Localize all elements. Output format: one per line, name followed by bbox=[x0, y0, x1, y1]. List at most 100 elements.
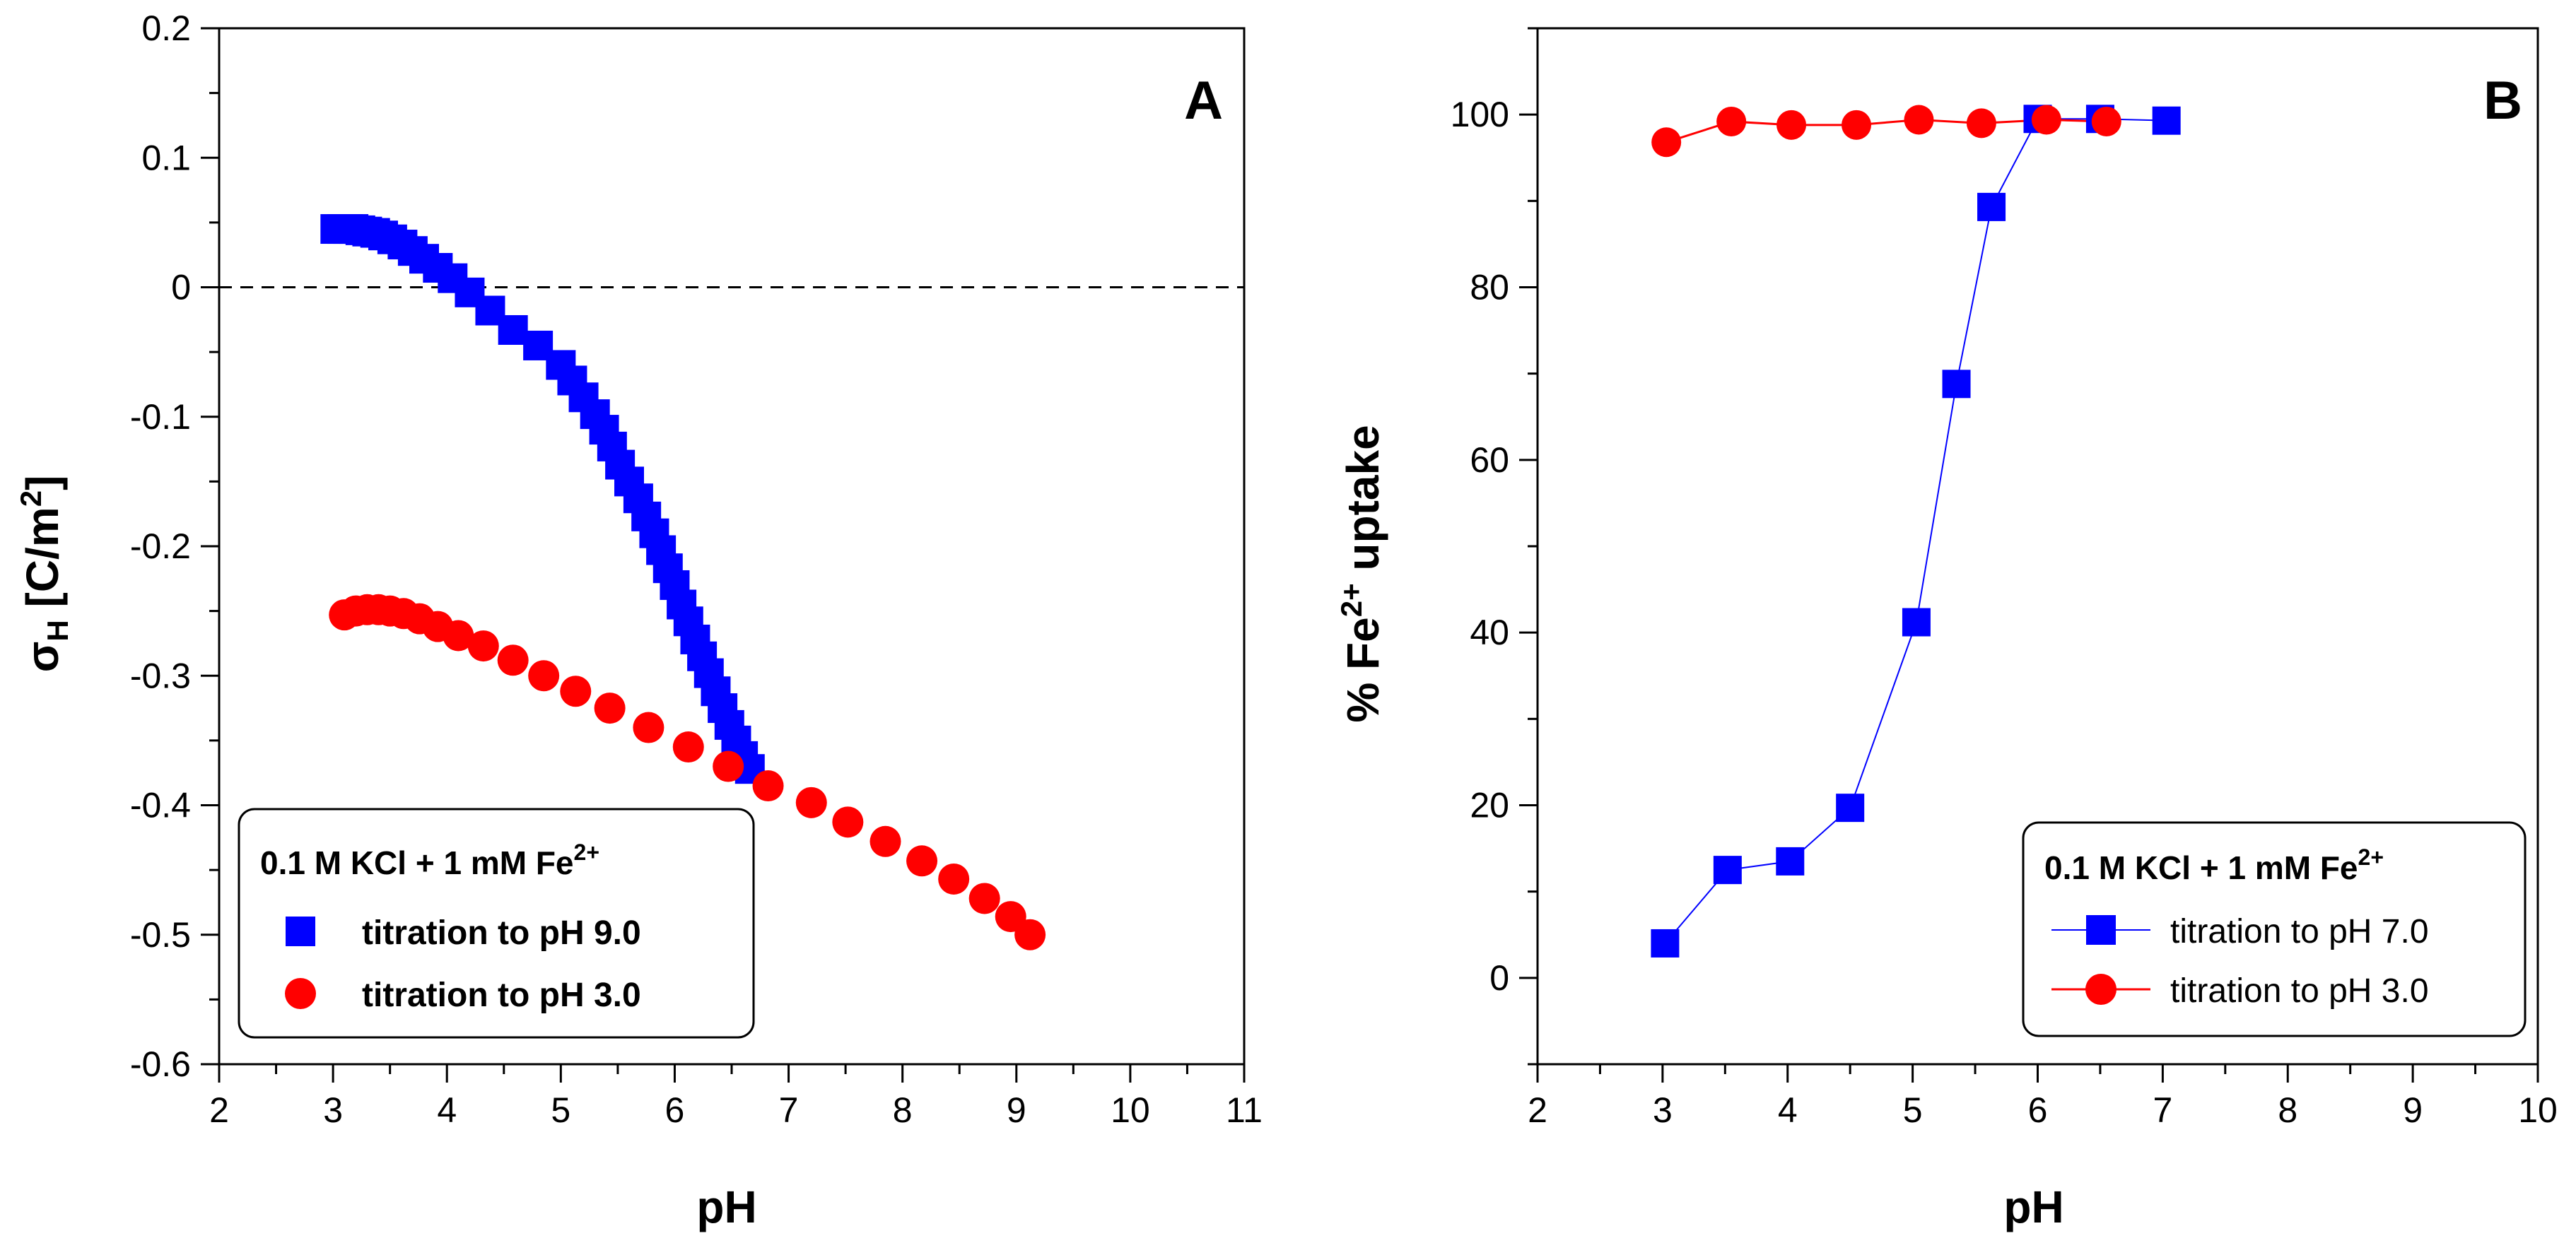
panel-a-circle-point bbox=[528, 660, 560, 692]
panel-b-x-tick-label: 8 bbox=[2278, 1090, 2297, 1130]
panel-b-y-tick-label: 80 bbox=[1470, 268, 1509, 307]
panel-a-circle-point bbox=[906, 845, 938, 877]
panel-b-x-tick-label: 3 bbox=[1653, 1090, 1673, 1130]
panel-b-plot-frame bbox=[1536, 27, 2539, 1066]
panel-a-circle-point bbox=[968, 883, 1000, 914]
panel-b-square-point bbox=[1651, 929, 1680, 958]
panel-a-x-axis-title: pH bbox=[696, 1182, 756, 1232]
panel-a-circle-point bbox=[713, 750, 744, 782]
panel-a-legend-entry-ph3: titration to pH 3.0 bbox=[362, 977, 641, 1014]
panel-b-y-axis-title: % Fe2+ uptake bbox=[1335, 425, 1388, 722]
panel-b-circle-point bbox=[1776, 110, 1807, 140]
panel-a-legend-square-marker bbox=[286, 917, 315, 946]
panel-b-y-title-main: % Fe bbox=[1337, 617, 1388, 722]
panel-a-circle-point bbox=[1014, 919, 1046, 950]
panel-b-x-tick-label: 6 bbox=[2028, 1090, 2048, 1130]
panel-a-y-tick-label: -0.1 bbox=[130, 397, 191, 437]
panel-a-circle-point bbox=[467, 630, 499, 662]
panel-a-circle-point bbox=[443, 620, 474, 652]
panel-a-legend-title-main: 0.1 M KCl + 1 mM Fe bbox=[260, 844, 574, 881]
panel-a-circle-point bbox=[560, 676, 592, 707]
panel-a-legend-title: 0.1 M KCl + 1 mM Fe2+ bbox=[260, 840, 599, 881]
panel-b-legend: 0.1 M KCl + 1 mM Fe2+ titration to pH 7.… bbox=[2022, 821, 2527, 1037]
panel-a-x-tick-label: 2 bbox=[209, 1090, 229, 1130]
panel-b-x-tick-label: 10 bbox=[2518, 1090, 2558, 1130]
panel-a-plot-frame bbox=[218, 27, 1246, 1066]
panel-b-square-point bbox=[1713, 856, 1742, 885]
panel-a-y-tick-label: -0.3 bbox=[130, 656, 191, 695]
panel-b-circle-point bbox=[2031, 105, 2061, 135]
panel-a-square-point bbox=[498, 314, 528, 345]
panel-b-x-axis-title: pH bbox=[2003, 1182, 2063, 1232]
panel-a-x-tick-label: 5 bbox=[551, 1090, 570, 1130]
panel-b-y-tick-label: 20 bbox=[1470, 786, 1509, 825]
panel-b-x-tick-label: 9 bbox=[2403, 1090, 2423, 1130]
panel-a-circle-point bbox=[870, 825, 901, 857]
panel-b-legend-title-main: 0.1 M KCl + 1 mM Fe bbox=[2044, 849, 2358, 886]
panel-a-circle-point bbox=[633, 712, 665, 743]
panel-a-y-tick-label: 0 bbox=[171, 268, 191, 307]
panel-b-square-point bbox=[1902, 608, 1931, 637]
panel-b-legend-entry-ph7: titration to pH 7.0 bbox=[2170, 913, 2429, 950]
panel-a-series bbox=[320, 214, 1046, 950]
panel-b-series bbox=[1651, 105, 2181, 958]
panel-a-x-tick-label: 6 bbox=[665, 1090, 685, 1130]
panel-a-y-title-subscript: H bbox=[41, 620, 74, 641]
panel-b-ticks bbox=[1519, 27, 2539, 1083]
panel-b-series-line-blue bbox=[1664, 118, 2167, 944]
panel-b-square-point bbox=[1977, 192, 2006, 221]
panel-a-y-axis-title: σH [C/m2] bbox=[14, 476, 74, 673]
panel-a-letter: A bbox=[1184, 71, 1223, 131]
panel-a-circle-point bbox=[752, 770, 784, 802]
panel-a-tick-labels: 2 3 4 5 6 7 8 9 10 11 -0.6 -0.5 -0.4 -0.3 -0.2 -0.1 0 0.1… bbox=[130, 8, 1263, 1130]
panel-b-letter: B bbox=[2483, 71, 2522, 131]
panel-b-square-point bbox=[1942, 370, 1971, 399]
panel-b-circle-point bbox=[1904, 105, 1934, 135]
panel-a-legend-title-superscript: 2+ bbox=[574, 840, 599, 865]
panel-a-y-tick-label: 0.1 bbox=[141, 138, 191, 177]
panel-a-x-tick-label: 7 bbox=[779, 1090, 799, 1130]
panel-a-x-tick-label: 3 bbox=[323, 1090, 343, 1130]
panel-a-y-title-sigma: σ bbox=[17, 642, 68, 673]
panel-b-legend-title-superscript: 2+ bbox=[2358, 844, 2384, 870]
panel-b-y-tick-label: 100 bbox=[1451, 95, 1509, 134]
panel-a-legend-box bbox=[238, 808, 755, 1039]
panel-b-circle-point bbox=[1842, 110, 1872, 140]
panel-b-circle-point bbox=[2091, 106, 2121, 136]
panel-b-square-point bbox=[2152, 106, 2181, 135]
panel-b-legend-box bbox=[2022, 821, 2527, 1037]
panel-b-x-tick-label: 5 bbox=[1903, 1090, 1923, 1130]
panel-a-legend-circle-marker bbox=[285, 978, 316, 1009]
panel-a-ticks bbox=[201, 27, 1246, 1083]
panel-a-circle-point bbox=[832, 806, 864, 838]
panel-a-y-tick-label: 0.2 bbox=[141, 8, 191, 48]
panel-b-circle-point bbox=[1716, 106, 1747, 136]
panel-a-circle-point bbox=[672, 731, 704, 763]
panel-a-y-tick-label: -0.5 bbox=[130, 915, 191, 955]
panel-a: 2 3 4 5 6 7 8 9 10 11 -0.6 -0.5 -0.4 -0.3 -0.2 -0.1 0 0.1… bbox=[14, 8, 1263, 1232]
panel-a-y-title-units: [C/m bbox=[17, 507, 68, 620]
panel-a-circle-point bbox=[594, 693, 626, 724]
panel-a-x-tick-label: 9 bbox=[1007, 1090, 1026, 1130]
panel-a-y-tick-label: -0.2 bbox=[130, 526, 191, 566]
panel-b-y-tick-label: 0 bbox=[1489, 958, 1509, 998]
panel-b-y-tick-label: 60 bbox=[1470, 440, 1509, 480]
panel-b-x-tick-label: 4 bbox=[1778, 1090, 1798, 1130]
panel-a-legend: 0.1 M KCl + 1 mM Fe2+ titration to pH 9.… bbox=[238, 808, 755, 1039]
panel-a-circle-point bbox=[938, 863, 970, 895]
panel-a-circle-point bbox=[795, 787, 827, 818]
panel-a-circle-point bbox=[497, 644, 529, 676]
panel-b-legend-title: 0.1 M KCl + 1 mM Fe2+ bbox=[2044, 844, 2384, 886]
panel-a-y-title-superscript: 2 bbox=[14, 490, 47, 507]
panel-a-x-tick-label: 4 bbox=[437, 1090, 457, 1130]
panel-b-square-point bbox=[1836, 794, 1865, 823]
panel-b-y-tick-label: 40 bbox=[1470, 613, 1509, 652]
panel-a-legend-entry-ph9: titration to pH 9.0 bbox=[362, 914, 641, 952]
panel-b-square-point bbox=[1776, 847, 1805, 876]
panel-a-x-tick-label: 8 bbox=[893, 1090, 913, 1130]
panel-a-x-tick-label: 11 bbox=[1226, 1090, 1263, 1130]
panel-b-circle-point bbox=[1651, 127, 1682, 158]
panel-a-y-tick-label: -0.4 bbox=[130, 786, 191, 825]
